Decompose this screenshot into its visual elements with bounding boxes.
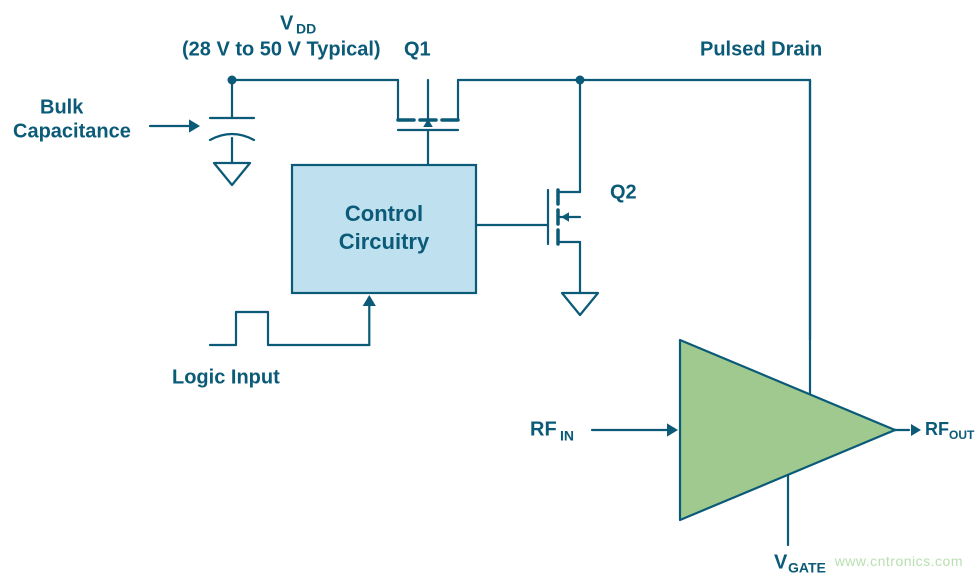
label-control-1: Control: [345, 201, 423, 226]
logic-pulse-icon: [210, 312, 290, 345]
svg-text:DD: DD: [296, 21, 316, 37]
svg-text:(28 V to 50 V Typical): (28 V to 50 V Typical): [182, 38, 381, 60]
svg-text:GATE: GATE: [788, 560, 826, 576]
label-pulsed-drain: Pulsed Drain: [700, 38, 822, 60]
svg-text:IN: IN: [560, 428, 574, 444]
ground-cap: [214, 163, 250, 185]
label-bulk-2: Capacitance: [13, 120, 131, 142]
label-logic-input: Logic Input: [172, 366, 280, 388]
label-control-2: Circuitry: [339, 229, 430, 254]
svg-text:V: V: [280, 12, 294, 34]
label-q2: Q2: [610, 181, 637, 203]
ground-q2: [562, 293, 598, 315]
arrow-logic-in: [363, 295, 376, 306]
arrow-bulk-cap: [189, 119, 200, 132]
label-vdd: VDD(28 V to 50 V Typical): [182, 12, 381, 60]
svg-text:V: V: [774, 551, 788, 573]
label-q1: Q1: [404, 38, 431, 60]
svg-text:RF: RF: [530, 418, 557, 440]
label-rf-in: RFIN: [530, 418, 574, 443]
arrow-rf-in: [667, 423, 678, 436]
label-bulk-1: Bulk: [40, 96, 84, 118]
watermark: www.cntronics.com: [835, 553, 963, 569]
